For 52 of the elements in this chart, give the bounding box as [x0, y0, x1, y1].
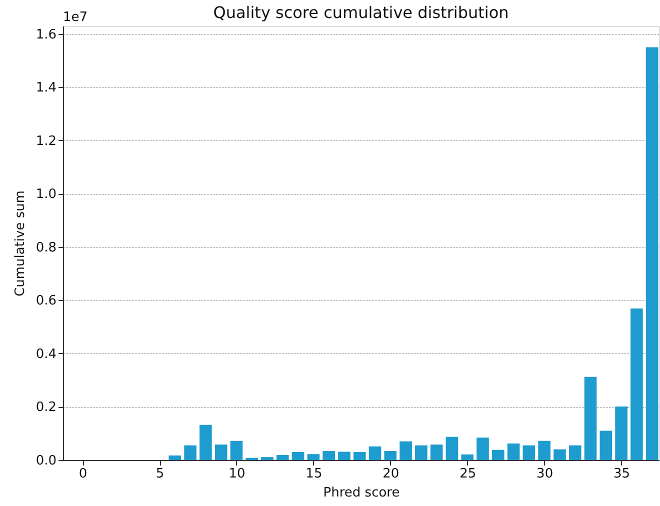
bar [292, 452, 304, 460]
bar [261, 457, 274, 460]
y-tick-label: 1.0 [36, 187, 56, 202]
y-tick-label: 0.4 [36, 346, 56, 362]
x-tick-label: 15 [306, 466, 322, 482]
bar [507, 443, 520, 460]
bar [168, 455, 182, 460]
bar [368, 446, 382, 460]
y-tick-label: 0.0 [36, 454, 56, 468]
text: 1e7 [63, 10, 88, 25]
bar [492, 450, 504, 460]
x-tick-label: 35 [614, 466, 630, 482]
y-tick-label: 1.2 [36, 134, 56, 149]
bar [630, 308, 643, 460]
bar [184, 445, 196, 460]
bar [461, 454, 474, 460]
y-axis-title: Cumulative sum [12, 190, 28, 297]
y-tick-label: 0.2 [36, 400, 56, 416]
bar [522, 445, 536, 460]
x-tick-label: 20 [382, 466, 400, 482]
x-tick-label: 5 [156, 466, 164, 482]
bar [600, 430, 612, 460]
chart-title: Quality score cumulative distribution [213, 3, 509, 22]
y-tick-label: 1.6 [36, 27, 56, 42]
bar [200, 424, 212, 460]
x-tick-label: 0 [78, 466, 88, 482]
bar [384, 450, 397, 460]
bar [400, 441, 412, 460]
bar [430, 444, 443, 460]
bar [322, 450, 335, 460]
bar [415, 445, 428, 460]
bar [646, 47, 658, 460]
bar [353, 452, 366, 460]
bar [568, 445, 582, 460]
bar [615, 406, 628, 460]
y-tick-label: 0.6 [36, 294, 56, 309]
bar [446, 436, 458, 460]
x-tick-label: 10 [228, 466, 246, 482]
y-tick-label: 1.4 [36, 80, 56, 96]
x-tick-label: 25 [460, 466, 476, 482]
bar [307, 454, 320, 460]
bar [538, 440, 550, 460]
bar [476, 438, 489, 460]
x-tick-label: 30 [536, 466, 554, 482]
bar [214, 444, 228, 460]
bar [554, 449, 566, 460]
x-axis-title: Phred score [323, 486, 400, 500]
bar [230, 440, 243, 460]
bar [584, 376, 597, 460]
bar [276, 454, 289, 460]
y-tick-label: 0.8 [36, 240, 56, 256]
bar [338, 452, 350, 460]
